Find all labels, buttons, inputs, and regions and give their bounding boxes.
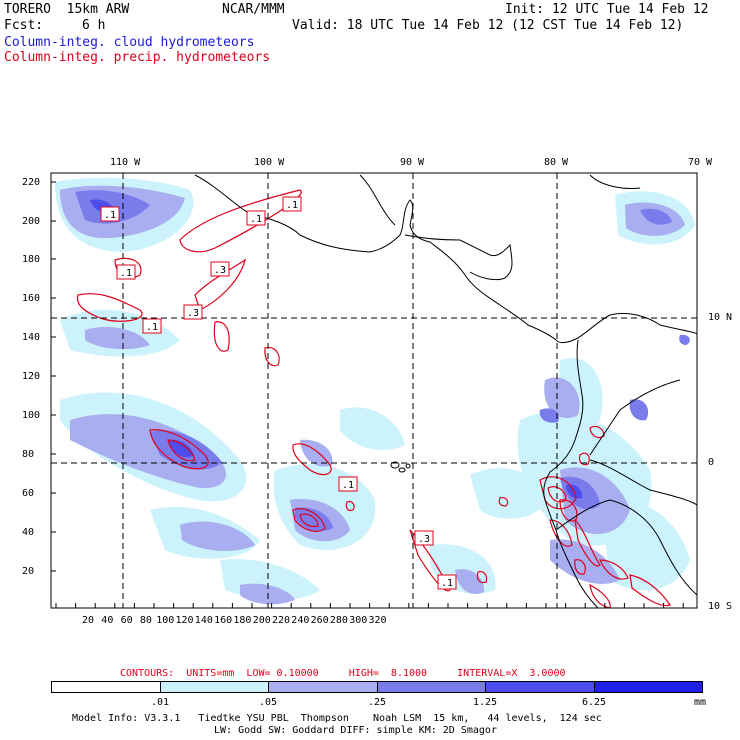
y-tick-label: 180 [22,254,41,265]
contours-info: CONTOURS: UNITS=mm LOW= 0.10000 HIGH= 8.… [120,668,566,679]
contour-labels: .1 .1 .1 .3 .1 .3 .1 .1 .3 .1 [100,196,457,590]
x-tick-label: 300 [349,615,368,626]
color-scale-tick: 6.25 [581,697,607,708]
y-tick-label: 160 [22,293,41,304]
lat-label-0: 0 [708,457,715,468]
cloud-field-title: Column-integ. cloud hydrometeors [4,35,255,50]
contour-label-text: .1 [342,480,354,491]
color-scale-swatch [160,681,269,693]
color-scale-tick: .05 [258,697,278,708]
x-tick-label: 120 [175,615,194,626]
x-tick-label: 260 [310,615,329,626]
lon-label-100w: 100 W [254,157,285,168]
model-physics: LW: Godd SW: Goddard DIFF: simple KM: 2D… [214,725,497,736]
y-tick-label: 40 [22,527,35,538]
contour-label-box: .1 [100,206,120,222]
contour-label-box: .3 [183,304,203,320]
x-tick-label: 80 [139,615,152,626]
color-scale-tick: 1.25 [472,697,498,708]
precip-field-title: Column-integ. precip. hydrometeors [4,50,271,65]
axis-ticks [51,181,684,608]
lon-label-110w: 110 W [110,157,141,168]
contour-label-text: .1 [250,214,262,225]
contour-label-box: .1 [116,264,136,280]
color-scale-swatch [594,681,703,693]
color-scale-swatch [485,681,595,693]
lon-label-80w: 80 W [544,157,569,168]
contour-label-text: .3 [214,265,226,276]
valid-time: Valid: 18 UTC Tue 14 Feb 12 (12 CST Tue … [292,18,684,33]
contour-label-text: .1 [120,268,132,279]
y-tick-label: 140 [22,332,41,343]
x-tick-label: 140 [194,615,213,626]
lat-label-10s: 10 S [708,601,733,612]
graticule [51,173,697,608]
contour-label-box: .1 [246,210,266,226]
init-time: Init: 12 UTC Tue 14 Feb 12 [505,2,709,17]
y-tick-label: 120 [22,371,41,382]
color-scale-swatch [377,681,486,693]
x-tick-label: 280 [329,615,348,626]
x-tick-label: 60 [120,615,133,626]
x-tick-label: 160 [214,615,233,626]
y-tick-label: 100 [22,410,41,421]
y-tick-label: 220 [22,177,41,188]
contour-label-text: .3 [418,534,430,545]
y-tick-label: 60 [22,488,35,499]
model-info: Model Info: V3.3.1 Tiedtke YSU PBL Thomp… [72,713,602,724]
x-tick-label: 40 [101,615,114,626]
plot-frame [50,172,698,609]
y-tick-label: 20 [22,566,35,577]
contour-label-box: .1 [437,574,457,590]
x-tick-label: 200 [252,615,271,626]
forecast-label: Fcst: [4,18,44,33]
center-label: NCAR/MMM [222,2,285,17]
contour-label-box: .1 [338,476,358,492]
color-scale-swatch [51,681,161,693]
x-tick-label: 220 [272,615,291,626]
lat-label-10n: 10 N [708,312,733,323]
color-scale-tick: .01 [150,697,170,708]
lon-label-70w: 70 W [688,157,713,168]
y-tick-label: 200 [22,216,41,227]
contour-label-text: .1 [441,578,453,589]
contour-label-text: .1 [286,200,298,211]
coastline [194,174,697,608]
x-tick-label: 100 [156,615,175,626]
cloud-hydrometeor-shading [55,174,697,608]
contour-label-text: .1 [104,210,116,221]
x-tick-label: 240 [291,615,310,626]
scale-unit: mm [694,697,707,708]
contour-label-box: .1 [282,196,302,212]
x-tick-label: 20 [82,615,95,626]
x-tick-label: 320 [368,615,387,626]
color-scale-swatch [268,681,378,693]
contour-label-text: .1 [146,322,158,333]
color-scale-tick: .25 [367,697,387,708]
forecast-hour: 6 h [82,18,106,33]
contour-label-box: .3 [414,530,434,546]
y-tick-label: 80 [22,449,35,460]
model-title: TORERO 15km ARW [4,2,130,17]
contour-label-text: .3 [187,308,199,319]
x-tick-label: 180 [233,615,252,626]
lon-label-90w: 90 W [400,157,425,168]
contour-label-box: .3 [210,261,230,277]
contour-label-box: .1 [142,318,162,334]
